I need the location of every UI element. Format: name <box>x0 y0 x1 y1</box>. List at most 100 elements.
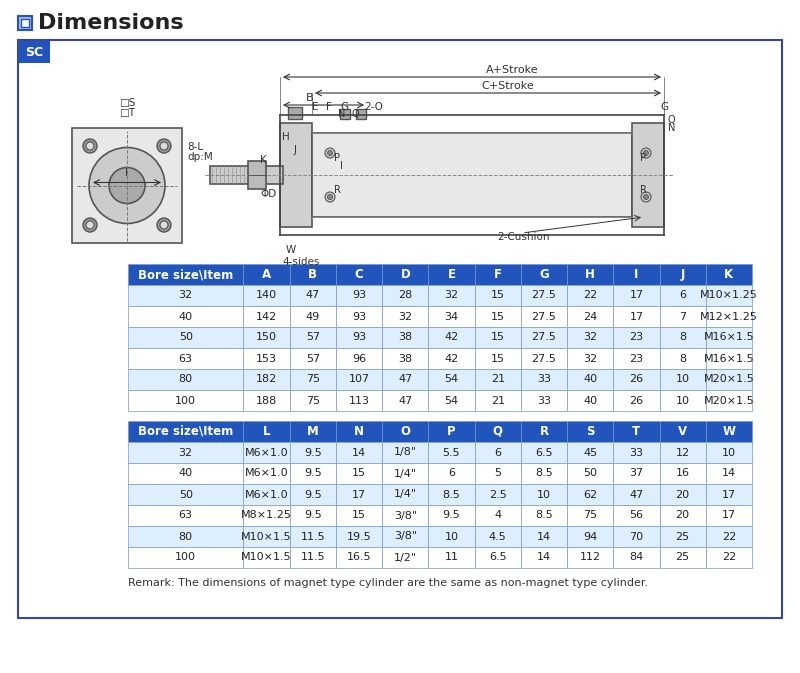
Text: 8.5: 8.5 <box>535 511 553 520</box>
Bar <box>614 285 659 306</box>
Text: 42: 42 <box>444 332 458 343</box>
Bar <box>382 484 428 505</box>
Text: 10: 10 <box>676 396 690 406</box>
Bar <box>128 369 243 390</box>
Bar <box>659 505 706 526</box>
Text: ΦD: ΦD <box>260 189 276 199</box>
Bar <box>428 348 474 369</box>
Bar <box>128 348 243 369</box>
Bar <box>521 264 567 285</box>
Circle shape <box>109 168 145 203</box>
Bar <box>243 463 290 484</box>
Text: 33: 33 <box>630 448 643 458</box>
Text: 54: 54 <box>445 374 458 384</box>
Text: M6×1.0: M6×1.0 <box>245 448 288 458</box>
Bar <box>428 264 474 285</box>
Bar <box>336 306 382 327</box>
Bar <box>474 421 521 442</box>
Circle shape <box>86 142 94 150</box>
Text: 93: 93 <box>352 291 366 301</box>
Bar <box>614 369 659 390</box>
Text: □T: □T <box>119 108 135 118</box>
Bar <box>128 421 243 442</box>
Text: 25: 25 <box>675 553 690 563</box>
Bar <box>243 505 290 526</box>
Circle shape <box>160 221 168 229</box>
Bar <box>659 390 706 411</box>
Text: F: F <box>494 268 502 281</box>
Bar <box>614 526 659 547</box>
Text: O: O <box>400 425 410 438</box>
Text: 32: 32 <box>583 332 598 343</box>
Text: Q: Q <box>668 115 676 125</box>
Bar <box>290 348 336 369</box>
Text: 3/8": 3/8" <box>394 532 417 542</box>
Text: 113: 113 <box>349 396 370 406</box>
Bar <box>428 463 474 484</box>
Text: 11.5: 11.5 <box>301 532 325 542</box>
Text: 9.5: 9.5 <box>304 489 322 499</box>
Text: M12×1.25: M12×1.25 <box>700 312 758 322</box>
Bar <box>280 123 312 227</box>
Text: 17: 17 <box>352 489 366 499</box>
Text: 11: 11 <box>445 553 458 563</box>
Bar <box>706 526 752 547</box>
Text: M8×1.25: M8×1.25 <box>241 511 292 520</box>
Circle shape <box>641 192 651 202</box>
Bar <box>428 442 474 463</box>
Circle shape <box>86 221 94 229</box>
Bar <box>706 327 752 348</box>
Text: 54: 54 <box>445 396 458 406</box>
Text: E: E <box>447 268 455 281</box>
Text: 93: 93 <box>352 312 366 322</box>
Bar <box>659 264 706 285</box>
Bar <box>243 526 290 547</box>
Text: 4: 4 <box>494 511 502 520</box>
Bar <box>382 463 428 484</box>
Bar <box>428 390 474 411</box>
Text: M20×1.5: M20×1.5 <box>703 374 754 384</box>
Text: 21: 21 <box>490 374 505 384</box>
Text: P: P <box>334 153 340 163</box>
Text: 3/8": 3/8" <box>394 511 417 520</box>
Bar <box>706 463 752 484</box>
Bar <box>521 327 567 348</box>
Text: 75: 75 <box>306 396 320 406</box>
Text: 8.5: 8.5 <box>535 468 553 479</box>
Text: N: N <box>338 109 346 119</box>
Bar <box>382 285 428 306</box>
Text: 17: 17 <box>630 312 643 322</box>
Bar <box>382 348 428 369</box>
Bar <box>706 442 752 463</box>
Text: 6: 6 <box>494 448 502 458</box>
Circle shape <box>327 194 333 199</box>
Text: R: R <box>334 185 341 195</box>
Bar <box>474 348 521 369</box>
Bar <box>706 306 752 327</box>
Bar <box>290 264 336 285</box>
Bar <box>521 390 567 411</box>
Text: 12: 12 <box>675 448 690 458</box>
Text: M16×1.5: M16×1.5 <box>703 353 754 363</box>
Text: D: D <box>400 268 410 281</box>
Bar <box>336 348 382 369</box>
Text: 63: 63 <box>178 511 193 520</box>
Bar <box>706 484 752 505</box>
Circle shape <box>325 192 335 202</box>
Bar <box>614 327 659 348</box>
Bar <box>336 285 382 306</box>
Bar <box>567 484 614 505</box>
Text: 42: 42 <box>444 353 458 363</box>
Bar <box>474 547 521 568</box>
Text: dp:M: dp:M <box>187 152 213 162</box>
Bar <box>18 16 32 30</box>
Text: 9.5: 9.5 <box>304 511 322 520</box>
Bar <box>290 306 336 327</box>
Bar <box>288 107 302 119</box>
Bar <box>659 369 706 390</box>
Bar <box>474 484 521 505</box>
Text: 27.5: 27.5 <box>531 291 556 301</box>
Bar <box>336 484 382 505</box>
Text: 38: 38 <box>398 332 412 343</box>
Text: 10: 10 <box>722 448 736 458</box>
